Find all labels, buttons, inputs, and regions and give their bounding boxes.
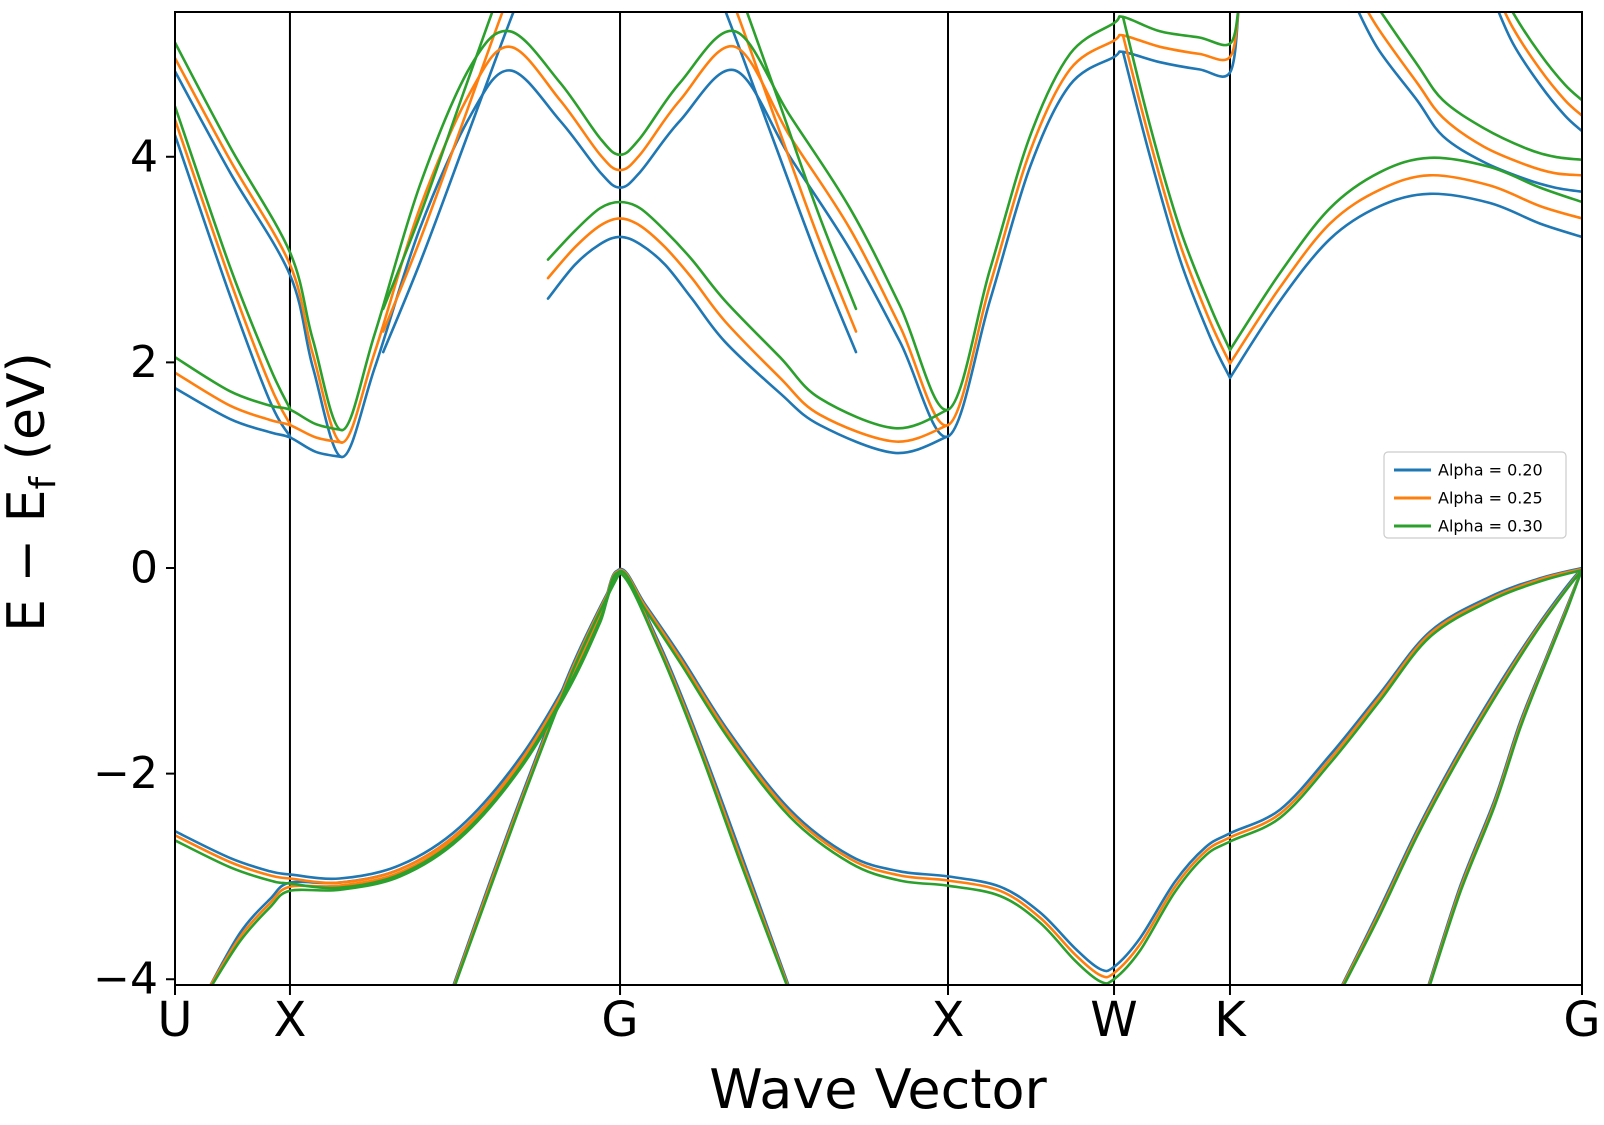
band-conduction-exit-top-left-of-G-blue — [381, 12, 515, 354]
band-conduction-K-G-hump-orange — [1228, 173, 1582, 365]
y-axis-label-subscript: f — [23, 476, 64, 490]
band-conduction-K-G-steep-1-orange — [1366, 12, 1582, 177]
band-conduction-enter-top-right-of-G-orange — [735, 12, 858, 333]
legend-entry: Alpha = 0.25 — [1394, 489, 1543, 508]
band-valence-K-G-right-green — [1428, 568, 1582, 985]
band-conduction-exit-top-left-of-G-green — [381, 12, 494, 311]
y-tick-label: 0 — [130, 543, 158, 594]
band-conduction-steep-U-X-green — [175, 105, 292, 410]
y-tick-label: 2 — [130, 337, 158, 388]
legend-entry: Alpha = 0.30 — [1394, 517, 1543, 536]
band-valence-K-G-mid-blue — [1340, 566, 1582, 985]
band-conduction-K-G-steep-1-blue — [1357, 12, 1582, 193]
band-conduction-main-blue — [175, 12, 1240, 459]
band-conduction-enter-top-right-of-G-blue — [724, 12, 858, 354]
band-valence-steep-U-X-G-dive-orange — [209, 570, 789, 985]
band-valence-steep-U-X-G-dive-blue — [209, 569, 790, 985]
y-axis-ticks: 4 2 0 −2 −4 — [93, 131, 175, 1005]
y-tick-label: −2 — [93, 748, 158, 799]
x-axis-label: Wave Vector — [709, 1058, 1047, 1121]
band-conduction-low-U-X-green — [175, 355, 344, 432]
axes-frame — [174, 11, 1583, 986]
band-valence-top-blue — [175, 566, 1582, 973]
band-conduction-W-K-descending-blue — [1121, 50, 1232, 380]
x-tick-label-G: G — [601, 992, 638, 1048]
band-conduction-G-dip-to-X2-green — [546, 200, 950, 430]
high-symmetry-lines — [288, 12, 1231, 985]
x-tick-label-W: W — [1090, 992, 1137, 1048]
legend-label-alpha-030: Alpha = 0.30 — [1438, 517, 1543, 536]
y-axis-label: E − Ef (eV) — [0, 352, 64, 632]
y-tick-label: 4 — [130, 131, 158, 182]
band-conduction-G-dip-to-X2-blue — [546, 235, 950, 455]
band-conduction-K-G-steep-2-green — [1511, 12, 1582, 102]
band-conduction-low-U-X-orange — [175, 371, 344, 444]
band-valence-K-G-mid-orange — [1341, 567, 1582, 985]
legend-label-alpha-020: Alpha = 0.20 — [1438, 461, 1543, 480]
y-axis-label-units: (eV) — [0, 352, 57, 477]
band-valence-narrow-parabola-left-of-G-green — [453, 570, 622, 985]
band-curves — [175, 12, 1582, 985]
band-conduction-exit-top-left-of-G-orange — [381, 12, 504, 333]
x-tick-label-X: X — [932, 992, 965, 1048]
band-conduction-W-K-descending-orange — [1121, 34, 1232, 365]
band-valence-top-orange — [175, 567, 1582, 979]
legend-entry: Alpha = 0.20 — [1394, 461, 1543, 480]
band-conduction-K-G-steep-2-orange — [1503, 12, 1582, 117]
band-conduction-K-G-steep-2-blue — [1497, 12, 1582, 133]
band-conduction-low-U-X-blue — [175, 386, 344, 459]
band-conduction-W-K-descending-green — [1121, 15, 1232, 352]
y-tick-label: −4 — [93, 954, 158, 1005]
band-conduction-K-G-hump-green — [1228, 156, 1582, 352]
band-valence-K-G-mid-green — [1342, 568, 1582, 985]
legend-box — [1383, 451, 1567, 539]
band-conduction-G-dip-to-X2-orange — [546, 217, 950, 443]
band-conduction-steep-U-X-blue — [175, 133, 292, 438]
band-valence-top-green — [175, 568, 1582, 985]
legend-label-alpha-025: Alpha = 0.25 — [1438, 489, 1543, 508]
y-axis-label-main: E − E — [0, 490, 57, 632]
band-conduction-K-G-hump-blue — [1228, 192, 1582, 380]
x-tick-label-U: U — [157, 992, 192, 1048]
x-tick-label-G: G — [1563, 992, 1600, 1048]
band-conduction-main-green — [175, 12, 1240, 432]
band-valence-steep-U-X-G-dive-green — [210, 571, 789, 985]
x-tick-label-X: X — [274, 992, 307, 1048]
band-conduction-main-orange — [175, 12, 1240, 444]
legend: Alpha = 0.20 Alpha = 0.25 Alpha = 0.30 — [1383, 451, 1567, 539]
band-conduction-enter-top-right-of-G-green — [745, 12, 858, 311]
band-conduction-steep-U-X-orange — [175, 118, 292, 426]
x-tick-label-K: K — [1214, 992, 1247, 1048]
